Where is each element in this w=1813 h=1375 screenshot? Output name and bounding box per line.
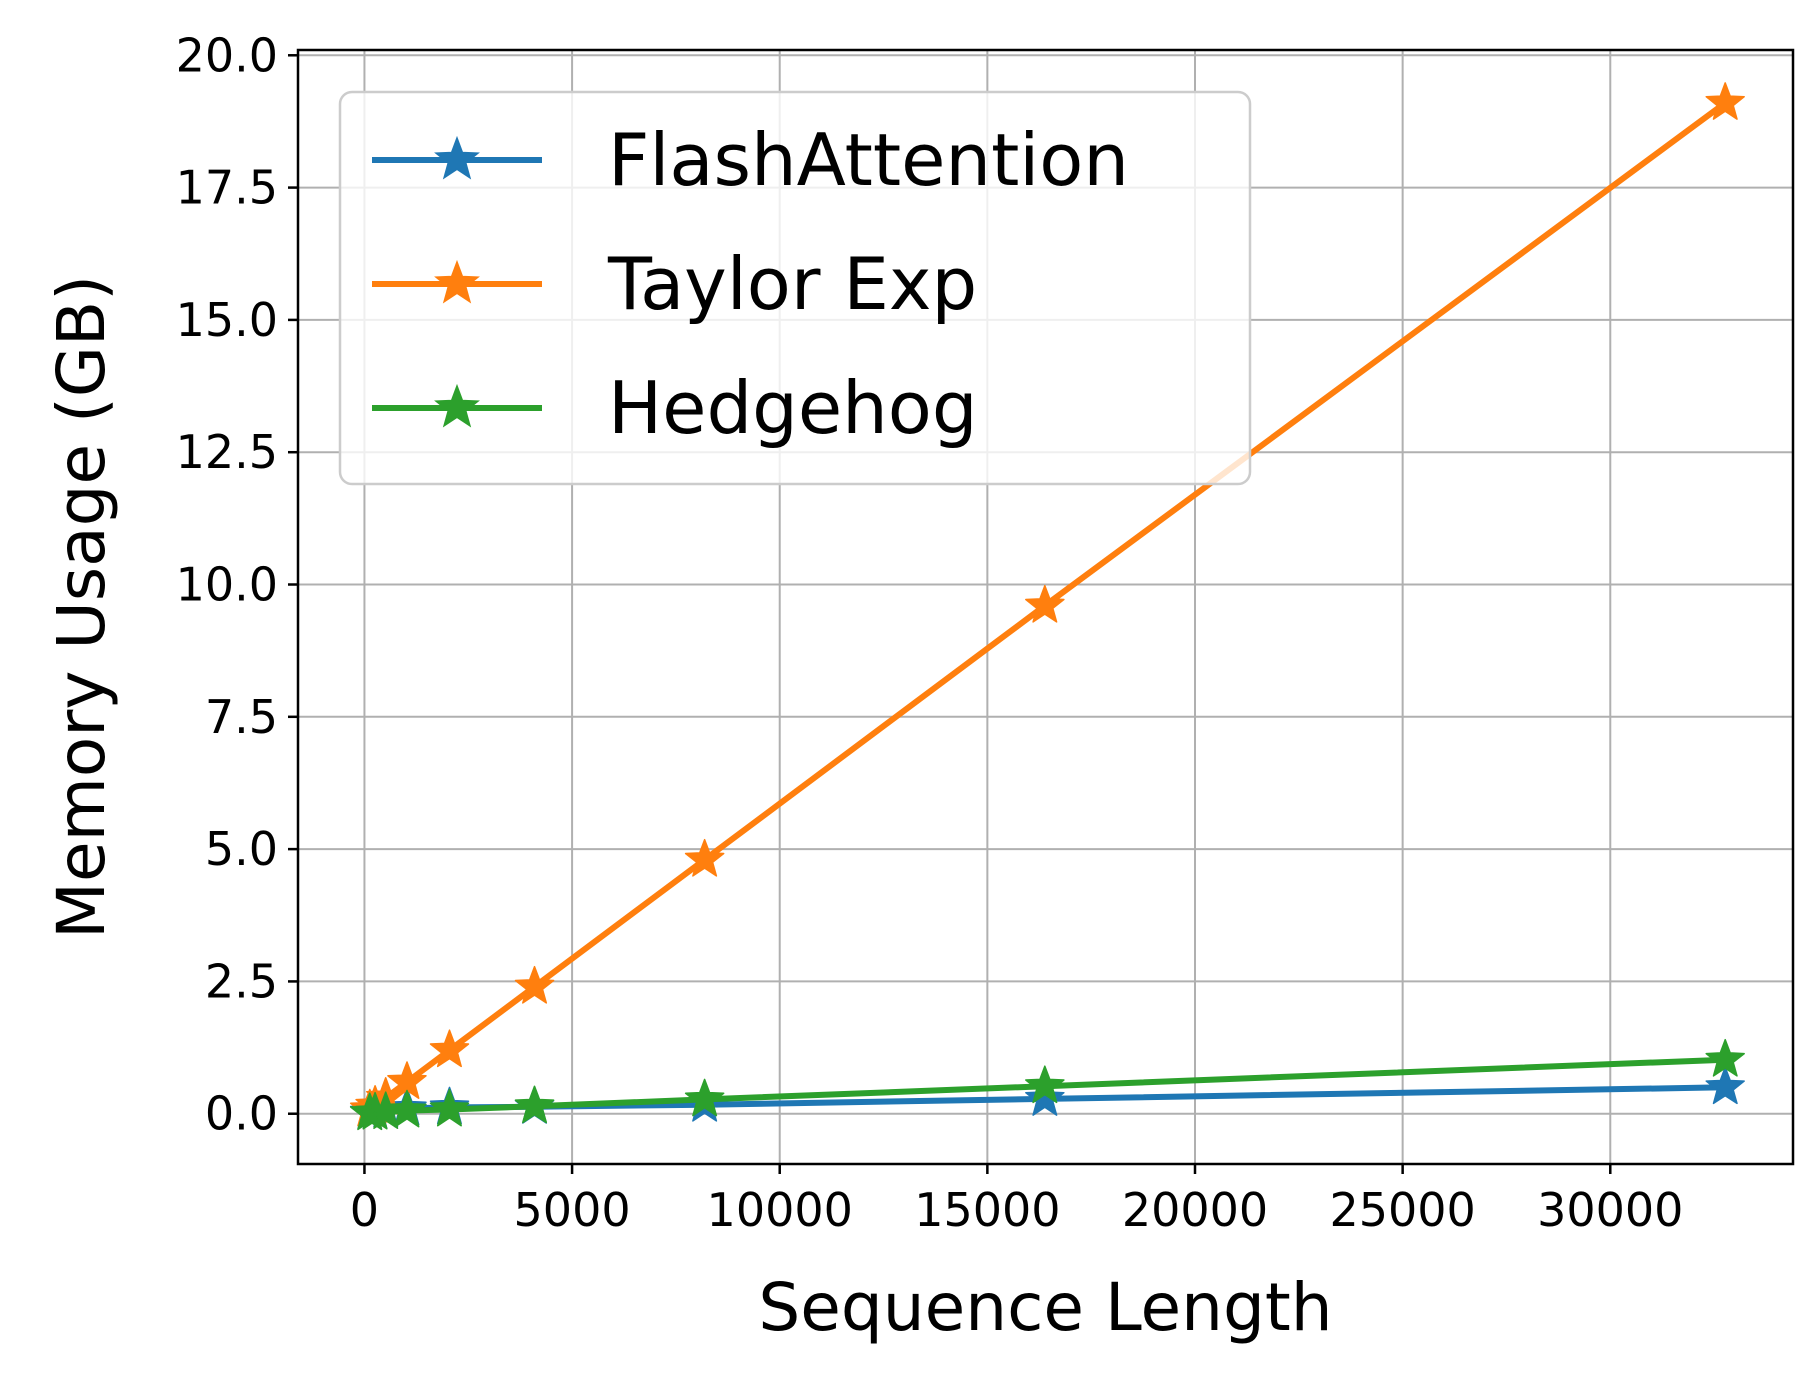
data-point-marker xyxy=(514,1085,555,1124)
y-tick-label: 2.5 xyxy=(205,954,278,1008)
data-point-marker xyxy=(1705,1066,1745,1105)
data-point-marker xyxy=(429,1088,470,1127)
data-point-marker xyxy=(1025,584,1065,623)
data-point-marker xyxy=(1705,1038,1745,1077)
data-point-marker xyxy=(429,1029,470,1068)
y-tick-label: 20.0 xyxy=(176,28,278,82)
plot-frame xyxy=(296,48,1795,1166)
data-point-marker xyxy=(684,1078,725,1117)
y-axis-label: Memory Usage (GB) xyxy=(43,275,120,939)
y-tick-label: 12.5 xyxy=(176,425,278,479)
legend-label: Taylor Exp xyxy=(607,242,977,326)
y-tick-label: 7.5 xyxy=(205,690,278,744)
x-tick-label: 5000 xyxy=(514,1183,631,1237)
legend: FlashAttention Taylor Exp Hedgehog xyxy=(338,90,1252,486)
data-point-marker xyxy=(514,965,555,1004)
y-tick-label: 10.0 xyxy=(176,558,278,612)
x-tick-label: 15000 xyxy=(914,1183,1060,1237)
data-point-marker xyxy=(684,838,725,877)
x-tick-label: 10000 xyxy=(707,1183,853,1237)
data-point-marker xyxy=(1705,82,1745,120)
x-tick-label: 0 xyxy=(350,1183,379,1237)
series-layer xyxy=(349,82,1745,1131)
legend-marker xyxy=(434,383,480,428)
legend-label: FlashAttention xyxy=(608,118,1129,202)
x-axis-label: Sequence Length xyxy=(758,1269,1332,1346)
y-tick-label: 15.0 xyxy=(176,293,278,347)
data-point-marker xyxy=(387,1089,427,1128)
y-tick-label: 5.0 xyxy=(205,822,278,876)
legend-entry: Hedgehog xyxy=(372,366,978,450)
legend-marker xyxy=(434,259,480,304)
axis-ticks: 0 5000 10000 15000 20000 25000 30000 0.0 2.5 5.0 7… xyxy=(176,28,1684,1237)
data-point-marker xyxy=(1025,1078,1065,1116)
series-hedgehog xyxy=(349,1038,1745,1131)
legend-entry: Taylor Exp xyxy=(372,242,977,326)
x-tick-label: 25000 xyxy=(1329,1183,1475,1237)
x-tick-label: 30000 xyxy=(1537,1183,1683,1237)
legend-box xyxy=(338,90,1252,486)
legend-marker xyxy=(434,135,480,180)
legend-label: Hedgehog xyxy=(608,366,978,450)
data-point-marker xyxy=(1025,1065,1065,1104)
y-tick-label: 0.0 xyxy=(205,1087,278,1141)
y-tick-label: 17.5 xyxy=(176,161,278,215)
x-tick-label: 20000 xyxy=(1122,1183,1268,1237)
legend-entry: FlashAttention xyxy=(372,118,1129,202)
